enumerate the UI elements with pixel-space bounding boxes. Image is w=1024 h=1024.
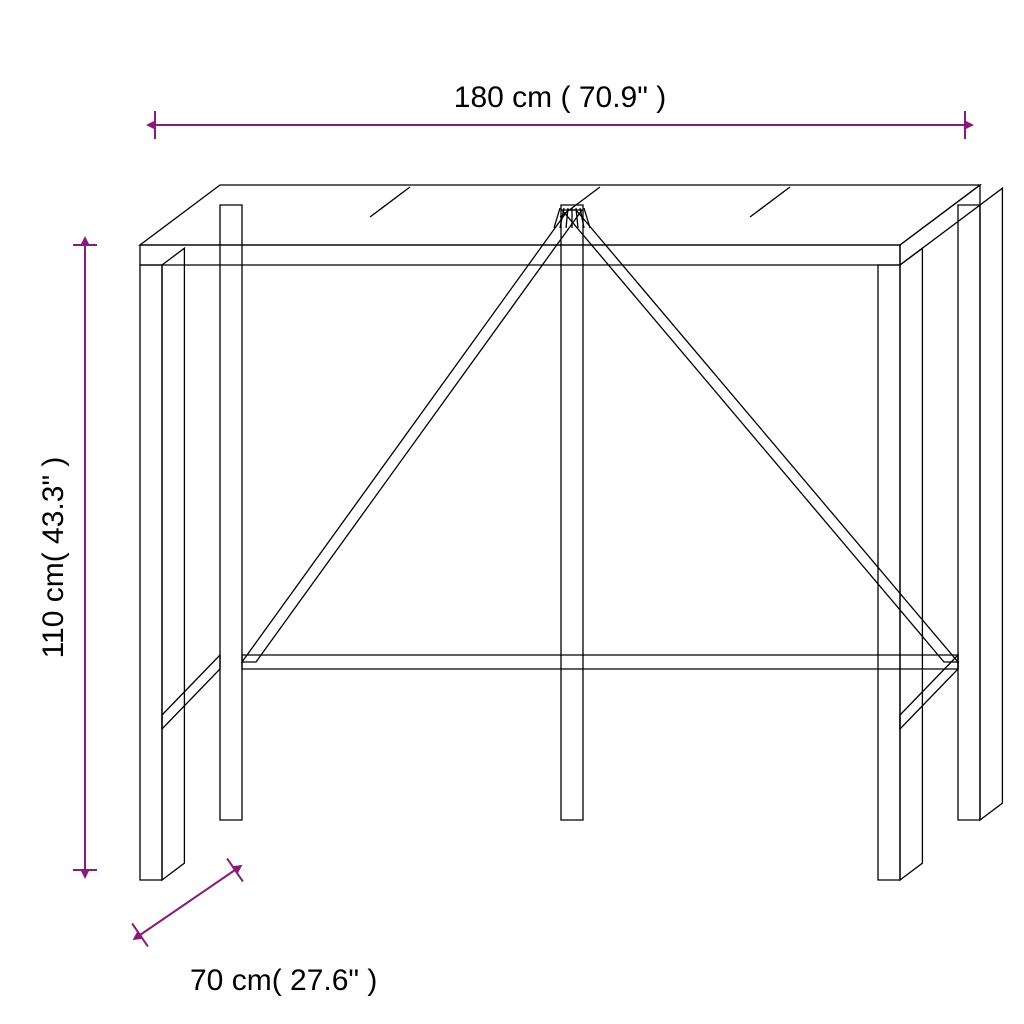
dimension-width-label: 180 cm ( 70.9" ) — [454, 81, 666, 114]
dimension-depth-label: 70 cm( 27.6" ) — [190, 964, 377, 997]
dimension-height-label: 110 cm( 43.3" ) — [37, 457, 70, 659]
